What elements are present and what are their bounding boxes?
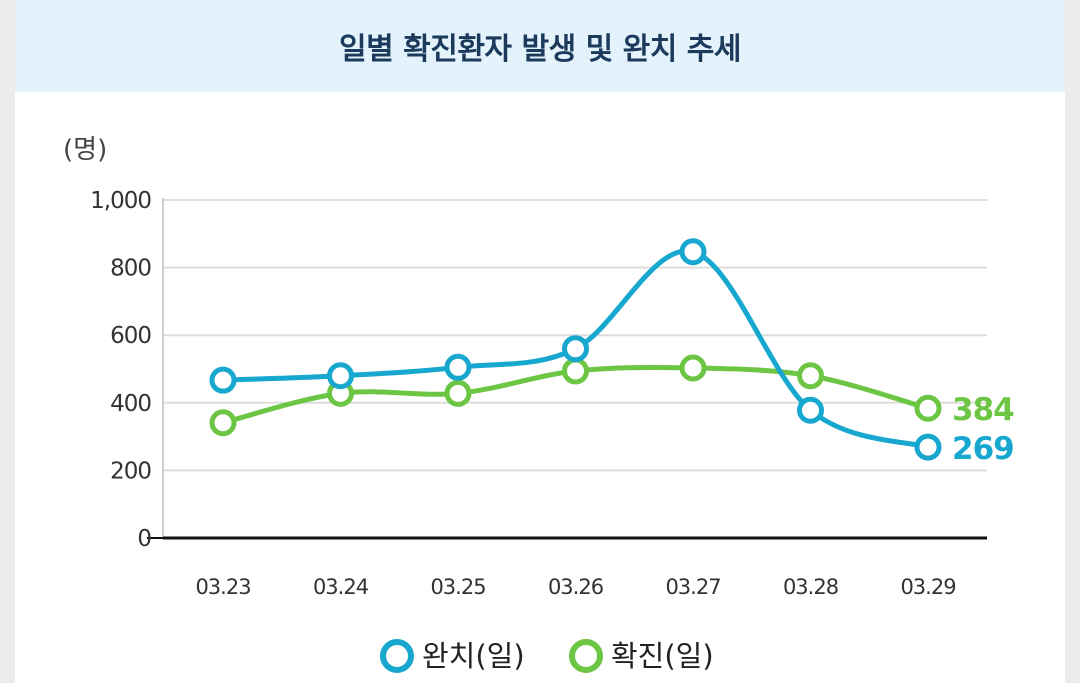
data-point-confirmed — [797, 362, 824, 390]
grid-lines — [163, 199, 987, 472]
y-tick-label: 400 — [110, 391, 151, 417]
x-tick-label: 03.23 — [195, 575, 250, 599]
data-point-confirmed — [444, 379, 472, 407]
legend-label-confirmed: 확진(일) — [611, 639, 714, 673]
chart-title: 일별 확진환자 발생 및 완치 추세 — [338, 32, 742, 67]
y-axis-unit-label: (명) — [63, 135, 107, 165]
data-point-completed — [327, 362, 354, 390]
data-point-completed — [562, 335, 589, 363]
chart-card: 일별 확진환자 발생 및 완치 추세 (명) 0 200 400 600 800 1,00… — [15, 0, 1065, 683]
series-points — [209, 238, 942, 461]
x-tick-label: 03.25 — [430, 575, 485, 599]
data-point-confirmed — [209, 409, 237, 437]
data-point-completed — [914, 433, 942, 461]
chart-header: 일별 확진환자 발생 및 완치 추세 — [15, 0, 1065, 92]
x-tick-label: 03.28 — [783, 575, 838, 599]
y-tick-label: 800 — [110, 256, 151, 282]
end-label-completed: 269 — [952, 431, 1014, 467]
x-tick-label: 03.24 — [313, 575, 369, 599]
data-point-confirmed — [679, 354, 707, 382]
legend-label-completed: 완치(일) — [422, 639, 525, 673]
x-axis-ticks: 03.23 03.24 03.25 03.26 03.27 03.28 03.29 — [195, 575, 956, 599]
data-point-confirmed — [914, 394, 942, 422]
y-axis-ticks: 0 200 400 600 800 1,000 — [90, 188, 152, 552]
x-tick-label: 03.27 — [665, 575, 720, 599]
legend-marker-confirmed — [569, 639, 603, 673]
y-tick-label: 600 — [110, 323, 151, 349]
data-point-confirmed — [562, 357, 589, 385]
data-point-completed — [797, 396, 824, 424]
y-tick-label: 1,000 — [90, 188, 151, 214]
axes — [147, 198, 987, 540]
legend: 완치(일) 확진(일) — [380, 639, 714, 673]
x-tick-label: 03.29 — [900, 575, 955, 599]
end-label-confirmed: 384 — [952, 392, 1014, 428]
x-tick-label: 03.26 — [548, 575, 604, 599]
data-point-completed — [444, 353, 472, 381]
data-point-completed — [209, 366, 237, 394]
y-tick-label: 200 — [110, 458, 151, 484]
data-point-completed — [679, 238, 707, 266]
y-tick-label: 0 — [137, 526, 151, 552]
legend-marker-completed — [380, 639, 414, 673]
